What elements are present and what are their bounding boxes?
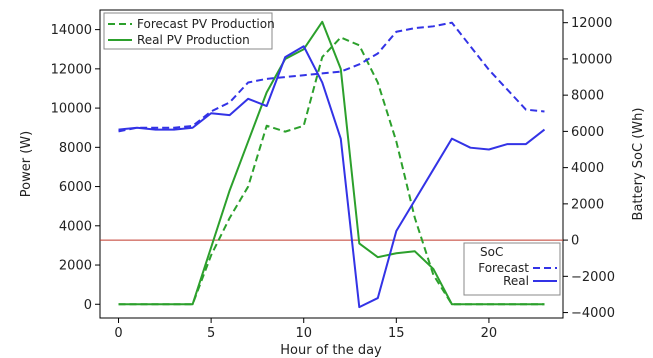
series-line-real <box>118 45 546 309</box>
x-tick-label: 0 <box>114 326 122 341</box>
y-axis-label-right: Battery SoC (Wh) <box>631 108 646 221</box>
y-left-tick-label: 14000 <box>51 23 92 38</box>
series-line-forecast <box>118 21 545 133</box>
legend-pv-label: Forecast PV Production <box>137 17 275 31</box>
legend-pv-label: Real PV Production <box>137 33 250 47</box>
y-left-tick-label: 4000 <box>59 219 92 234</box>
y-axis-label-left: Power (W) <box>19 131 34 197</box>
y-left-tick-label: 8000 <box>59 141 92 156</box>
y-right-tick-label: 8000 <box>571 89 604 104</box>
y-right-tick-label: 6000 <box>571 125 604 140</box>
y-right-tick-label: 0 <box>571 234 579 249</box>
y-right-tick-label: −2000 <box>571 270 615 285</box>
y-left-tick-label: 2000 <box>59 259 92 274</box>
y-right-tick-label: 4000 <box>571 161 604 176</box>
x-tick-label: 20 <box>481 326 498 341</box>
y-left-tick-label: 12000 <box>51 62 92 77</box>
y-right-tick-label: 2000 <box>571 197 604 212</box>
series-line-real-pv-production <box>118 20 545 306</box>
y-left-tick-label: 6000 <box>59 180 92 195</box>
y-left-tick-label: 10000 <box>51 102 92 117</box>
legend-soc-label: Real <box>503 274 529 288</box>
legend-soc-title: SoC <box>480 245 503 259</box>
y-right-tick-label: 10000 <box>571 52 612 67</box>
y-right-tick-label: −4000 <box>571 306 615 321</box>
x-tick-label: 5 <box>207 326 215 341</box>
legend-pv-box <box>103 12 273 50</box>
legend-pv: Forecast PV Production Real PV Production <box>103 12 275 50</box>
legend-soc-label: Forecast <box>478 261 529 275</box>
y-right-tick-label: 12000 <box>571 16 612 31</box>
x-tick-label: 10 <box>295 326 312 341</box>
x-tick-label: 15 <box>388 326 405 341</box>
y-left-tick-label: 0 <box>84 298 92 313</box>
x-axis-label: Hour of the day <box>280 343 382 358</box>
